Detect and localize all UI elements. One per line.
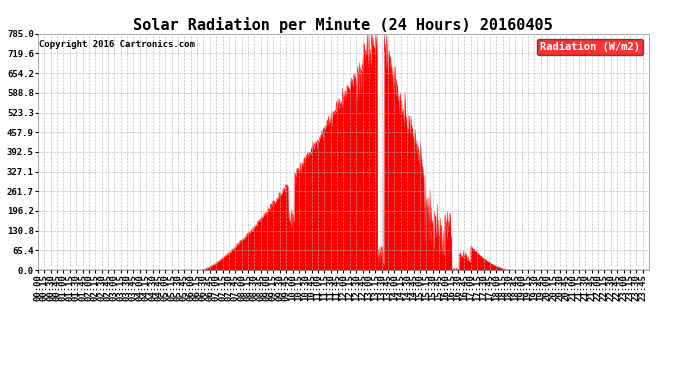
Text: Copyright 2016 Cartronics.com: Copyright 2016 Cartronics.com bbox=[39, 40, 195, 49]
Title: Solar Radiation per Minute (24 Hours) 20160405: Solar Radiation per Minute (24 Hours) 20… bbox=[133, 16, 553, 33]
Legend: Radiation (W/m2): Radiation (W/m2) bbox=[537, 39, 643, 55]
